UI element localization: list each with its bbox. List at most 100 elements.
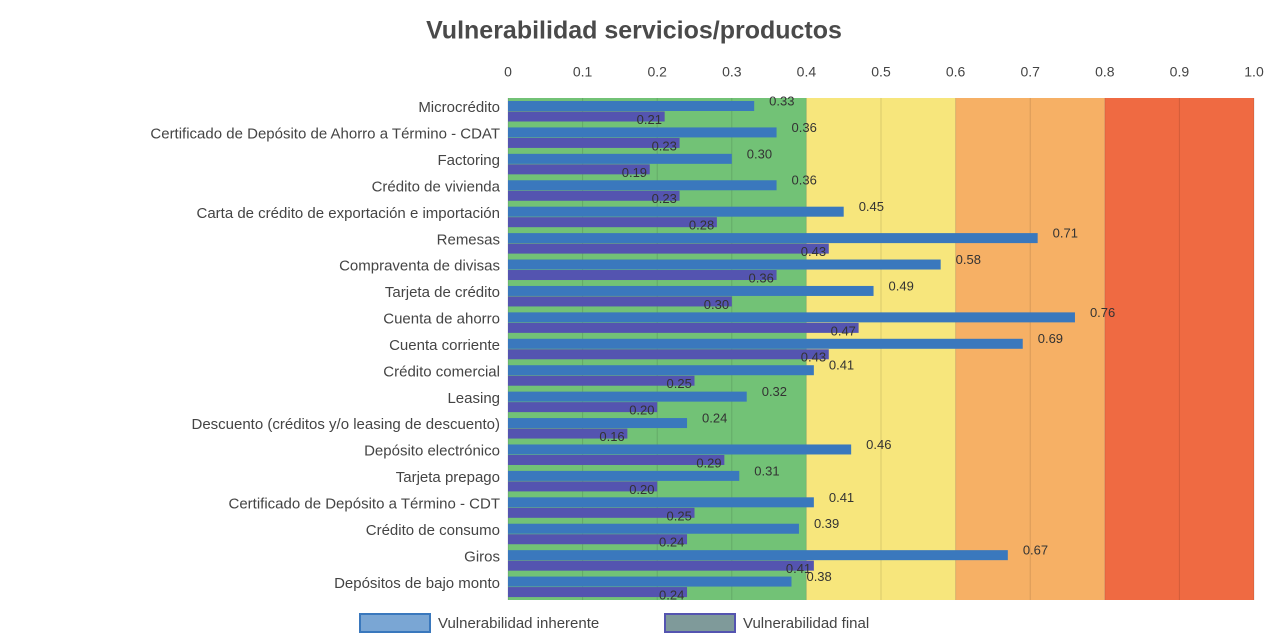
value-label: 0.46 <box>866 437 891 452</box>
value-label: 0.20 <box>629 482 654 497</box>
value-label: 0.19 <box>622 165 647 180</box>
value-label: 0.36 <box>792 173 817 188</box>
category-label: Tarjeta prepago <box>396 469 500 486</box>
category-label: Tarjeta de crédito <box>385 284 500 301</box>
value-label: 0.41 <box>829 490 854 505</box>
bar <box>508 444 852 455</box>
chart-title: Vulnerabilidad servicios/productos <box>426 17 842 45</box>
bar <box>508 338 1023 349</box>
x-tick-label: 0.2 <box>647 64 667 80</box>
category-label: Remesas <box>437 231 500 248</box>
category-label: Depósito electrónico <box>364 443 500 460</box>
value-label: 0.71 <box>1053 226 1078 241</box>
value-label: 0.41 <box>829 358 854 373</box>
value-label: 0.39 <box>814 516 839 531</box>
bar <box>508 391 747 402</box>
value-label: 0.43 <box>801 244 826 259</box>
bar <box>508 153 732 164</box>
risk-band <box>955 98 1105 600</box>
bar <box>508 428 628 439</box>
category-label: Factoring <box>437 152 500 169</box>
bar <box>508 259 941 270</box>
bar <box>508 217 717 228</box>
bar <box>508 587 688 598</box>
category-label: Cuenta de ahorro <box>383 311 500 328</box>
category-label: Giros <box>464 548 500 565</box>
bar <box>508 101 755 111</box>
bar <box>508 285 874 296</box>
bar <box>508 470 740 481</box>
value-label: 0.28 <box>689 218 714 233</box>
bar <box>508 507 695 518</box>
bar <box>508 322 859 333</box>
bar <box>508 481 658 492</box>
bar <box>508 402 658 413</box>
category-label: Certificado de Depósito de Ahorro a Térm… <box>150 126 500 143</box>
value-label: 0.31 <box>754 463 779 478</box>
value-label: 0.25 <box>667 508 692 523</box>
bar <box>508 375 695 386</box>
x-tick-label: 0.8 <box>1095 64 1115 80</box>
category-label: Leasing <box>447 390 500 407</box>
value-label: 0.36 <box>792 120 817 135</box>
category-label: Crédito de consumo <box>366 522 500 539</box>
value-label: 0.30 <box>747 146 772 161</box>
value-label: 0.29 <box>696 455 721 470</box>
bar <box>508 137 680 148</box>
value-label: 0.16 <box>599 429 624 444</box>
legend-label: Vulnerabilidad final <box>743 615 869 632</box>
value-label: 0.20 <box>629 403 654 418</box>
value-label: 0.58 <box>956 252 981 267</box>
value-label: 0.69 <box>1038 331 1063 346</box>
bar <box>508 365 814 376</box>
x-tick-label: 0.7 <box>1020 64 1040 80</box>
category-label: Descuento (créditos y/o leasing de descu… <box>191 416 500 433</box>
value-label: 0.24 <box>659 588 684 603</box>
bar <box>508 296 732 307</box>
value-label: 0.24 <box>702 410 727 425</box>
category-label: Crédito comercial <box>383 363 500 380</box>
bar <box>508 164 650 175</box>
bar <box>508 312 1075 323</box>
bar <box>508 418 688 429</box>
value-label: 0.43 <box>801 350 826 365</box>
bar <box>508 454 725 465</box>
bar <box>508 233 1038 244</box>
bar <box>508 576 792 587</box>
x-tick-label: 0.5 <box>871 64 891 80</box>
value-label: 0.36 <box>749 270 774 285</box>
x-tick-label: 0 <box>504 64 512 80</box>
value-label: 0.32 <box>762 384 787 399</box>
bar <box>508 206 844 217</box>
x-tick-label: 1.0 <box>1244 64 1264 80</box>
bar <box>508 534 688 545</box>
value-label: 0.23 <box>652 138 677 153</box>
x-tick-label: 0.6 <box>946 64 966 80</box>
bar <box>508 523 799 534</box>
value-label: 0.24 <box>659 535 684 550</box>
value-label: 0.30 <box>704 297 729 312</box>
bar <box>508 243 829 254</box>
x-tick-label: 0.3 <box>722 64 742 80</box>
category-label: Cuenta corriente <box>389 337 500 354</box>
legend-swatch <box>664 613 736 633</box>
value-label: 0.41 <box>786 561 811 576</box>
bar <box>508 190 680 201</box>
value-label: 0.23 <box>652 191 677 206</box>
bar <box>508 270 777 281</box>
value-label: 0.25 <box>667 376 692 391</box>
category-label: Certificado de Depósito a Término - CDT <box>229 495 501 512</box>
value-label: 0.45 <box>859 199 884 214</box>
x-tick-label: 0.4 <box>797 64 817 80</box>
value-label: 0.21 <box>637 112 662 127</box>
bar <box>508 127 777 138</box>
x-tick-label: 0.9 <box>1170 64 1190 80</box>
legend-swatch <box>359 613 431 633</box>
value-label: 0.38 <box>806 569 831 584</box>
legend-label: Vulnerabilidad inherente <box>438 615 599 632</box>
bar <box>508 180 777 191</box>
bar <box>508 497 814 508</box>
category-label: Compraventa de divisas <box>339 258 500 275</box>
category-label: Crédito de vivienda <box>372 178 501 195</box>
category-label: Depósitos de bajo monto <box>334 575 500 592</box>
